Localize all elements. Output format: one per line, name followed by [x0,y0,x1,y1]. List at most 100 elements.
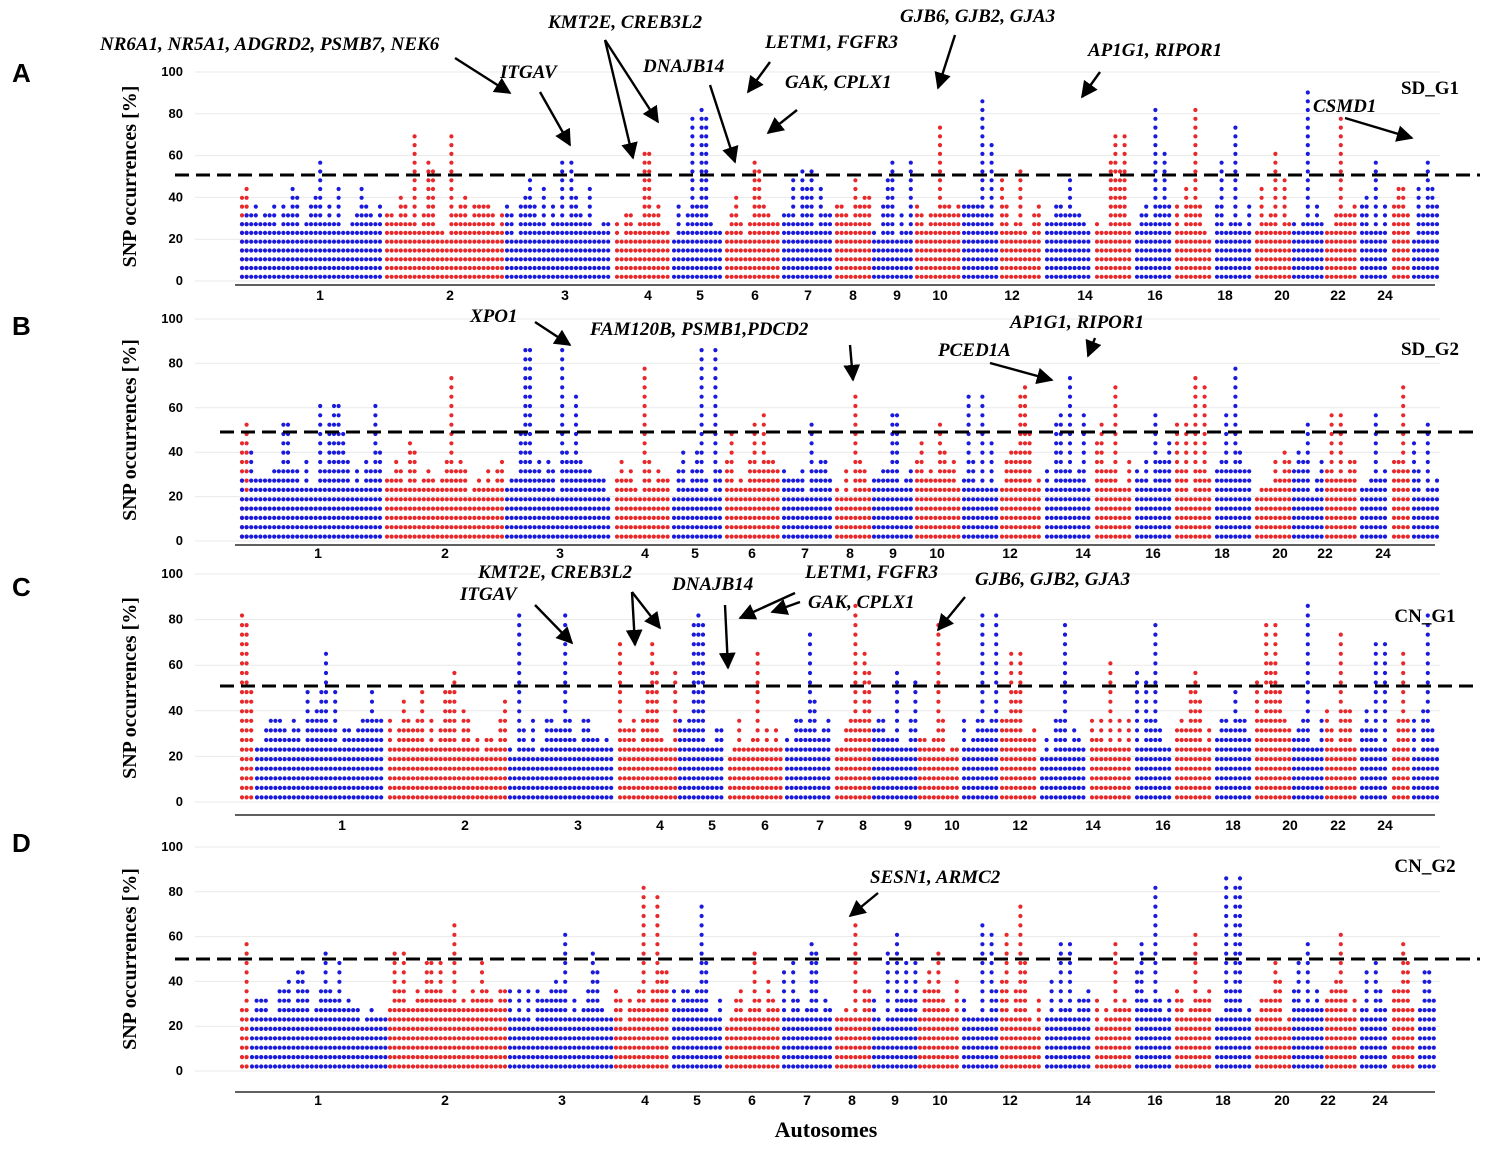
annotation-arrow [766,109,798,135]
x-tick-label: 4 [656,817,664,833]
chromosome-13-points [999,904,1041,1069]
x-tick-label: 20 [1274,1092,1290,1108]
x-tick-label: 18 [1217,287,1233,303]
x-tick-label: 7 [804,287,812,303]
chromosome-4-points [507,932,614,1069]
chromosome-13-points [999,385,1041,539]
chromosome-5-points [614,151,670,279]
annotation-arrow [454,56,512,95]
sample-label: SD_G2 [1401,339,1459,360]
x-tick-label: 8 [848,1092,856,1108]
annotation-arrow [718,604,736,670]
chromosome-10-points [871,932,918,1069]
gene-annotation: KMT2E, CREB3L2 [547,12,703,33]
gene-annotation: PCED1A [937,340,1011,361]
chromosome-13-points [999,169,1041,279]
y-tick-label: 60 [169,400,183,415]
chromosome-16-points [1134,107,1172,279]
x-tick-label: 3 [561,287,569,303]
chromosome-10-points [871,160,913,279]
x-tick-label: 22 [1317,545,1333,561]
annotation-arrow [538,91,572,147]
chromosome-15-points [1094,385,1132,539]
chromosome-19-points [1254,450,1292,539]
y-axis-label: SNP occurrences [%] [119,868,141,1050]
y-tick-label: 80 [169,355,183,370]
chromosome-15-points [1089,661,1131,800]
chromosome-9-points [834,923,872,1069]
panel-letter: B [12,311,31,341]
x-tick-label: 1 [338,817,346,833]
chromosome-22-points [1359,413,1388,539]
x-tick-label: 7 [816,817,824,833]
x-tick-label: 14 [1085,817,1101,833]
x-tick-label: 16 [1147,287,1163,303]
chromosome-6-points [671,107,723,279]
x-tick-label: 24 [1377,287,1393,303]
gene-annotation: DNAJB14 [642,56,724,77]
x-tick-label: 6 [751,287,759,303]
chromosome-20-points [1291,942,1324,1069]
x-tick-label: 18 [1225,817,1241,833]
chromosome-1-points [239,613,254,800]
x-tick-label: 24 [1375,545,1391,561]
chromosome-5-points [617,642,678,800]
chromosome-20-points [1291,422,1324,539]
chromosome-24-points [1417,970,1436,1069]
y-axis-label: SNP occurrences [%] [119,597,141,779]
y-tick-label: 20 [169,231,183,246]
annotation-arrow [936,596,966,632]
y-tick-label: 80 [169,884,183,899]
panel-letter: C [12,572,31,602]
chromosome-6-points [671,904,723,1069]
chromosome-7-points [724,951,780,1069]
gene-annotation: GAK, CPLX1 [808,592,915,613]
chromosome-14-points [1044,376,1091,539]
chromosome-14-points [1044,178,1091,279]
chromosome-23-points [1391,651,1410,800]
chromosome-12-points [961,613,999,800]
y-tick-label: 40 [169,189,183,204]
chromosome-8-points [781,422,833,539]
y-tick-label: 100 [161,839,183,854]
chromosome-18-points [1214,690,1252,800]
chromosome-7-points [724,160,780,279]
x-tick-label: 22 [1320,1092,1336,1108]
chromosome-14-points [1044,942,1091,1069]
chromosome-13-points [999,651,1037,800]
chromosome-16-points [1134,413,1172,539]
x-tick-label: 9 [904,817,912,833]
x-tick-label: 14 [1075,545,1091,561]
y-tick-label: 20 [169,489,183,504]
x-tick-label: 10 [932,287,948,303]
x-tick-label: 2 [446,287,454,303]
gene-annotation: AP1G1, RIPOR1 [1087,40,1222,61]
x-tick-label: 3 [558,1092,566,1108]
x-tick-label: 9 [891,1092,899,1108]
chromosome-1-points [239,942,249,1069]
chromosome-8-points [781,942,833,1069]
y-tick-label: 20 [169,748,183,763]
y-tick-label: 0 [176,533,183,548]
chromosome-12-points [961,923,999,1069]
x-tick-label: 1 [316,287,324,303]
chromosome-4-points [507,613,614,800]
annotation-arrow [603,39,638,160]
x-tick-label: 12 [1002,545,1018,561]
gene-annotation: FAM120B, PSMB1,PDCD2 [589,319,809,340]
gene-annotation: GJB6, GJB2, GJA3 [900,6,1055,27]
chromosome-9-points [834,394,872,539]
chromosome-20-points [1291,603,1324,800]
chromosome-24-points [1411,160,1440,279]
x-tick-label: 14 [1077,287,1093,303]
gene-annotation: KMT2E, CREB3L2 [477,562,633,583]
chromosome-24-points [1411,422,1440,539]
gene-annotation: SESN1, ARMC2 [870,867,1001,888]
annotation-arrow [989,361,1054,385]
x-tick-label: 5 [693,1092,701,1108]
x-tick-label: 12 [1012,817,1028,833]
x-tick-label: 2 [461,817,469,833]
chromosome-17-points [1174,932,1212,1069]
